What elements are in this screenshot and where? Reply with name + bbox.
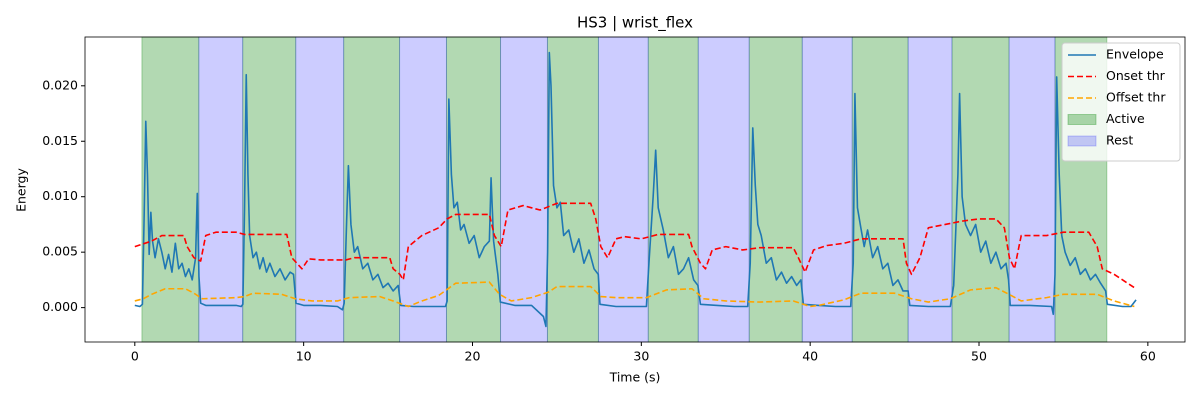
legend-patch <box>1067 135 1097 147</box>
series-line <box>134 202 1135 289</box>
x-tick-label: 0 <box>131 349 139 364</box>
x-tick-label: 60 <box>1140 349 1156 364</box>
legend-patch <box>1067 114 1097 125</box>
region-span <box>295 36 345 343</box>
legend: Envelope Onset thr Offset thr Active Rest <box>1061 42 1181 162</box>
series-line <box>134 281 1135 308</box>
y-tick-label: 0.010 <box>42 188 78 203</box>
region-span <box>907 36 953 343</box>
y-tick-label: 0.015 <box>42 133 78 148</box>
y-axis-label: Energy <box>14 168 29 212</box>
region-span <box>242 36 297 343</box>
legend-label: Active <box>1106 111 1145 126</box>
x-tick-label: 10 <box>296 349 312 364</box>
legend-label: Envelope <box>1106 47 1164 62</box>
y-tick-label: 0.000 <box>42 299 78 314</box>
region-span <box>141 36 200 343</box>
x-tick-label: 40 <box>802 349 818 364</box>
region-span <box>647 36 699 343</box>
region-span <box>546 36 599 343</box>
region-span <box>748 36 803 343</box>
region-span <box>1008 36 1056 343</box>
legend-label: Rest <box>1106 133 1133 148</box>
region-span <box>399 36 447 343</box>
region-span <box>597 36 649 343</box>
region-span <box>851 36 909 343</box>
x-axis-label: Time (s) <box>609 370 661 385</box>
legend-box <box>1061 42 1181 162</box>
region-span <box>697 36 750 343</box>
region-span <box>198 36 244 343</box>
x-tick-label: 50 <box>971 349 987 364</box>
region-span <box>951 36 1010 343</box>
series-line <box>134 51 1137 328</box>
legend-label: Onset thr <box>1106 68 1166 83</box>
region-span <box>343 36 401 343</box>
y-tick-label: 0.005 <box>42 244 78 259</box>
region-span <box>801 36 853 343</box>
region-span <box>500 36 548 343</box>
legend-label: Offset thr <box>1106 90 1166 105</box>
x-tick-label: 30 <box>633 349 649 364</box>
region-span <box>445 36 502 343</box>
chart-title: HS3 | wrist_flex <box>577 14 693 33</box>
axes-frame <box>84 36 1186 343</box>
x-tick-label: 20 <box>465 349 481 364</box>
y-tick-label: 0.020 <box>42 77 78 92</box>
